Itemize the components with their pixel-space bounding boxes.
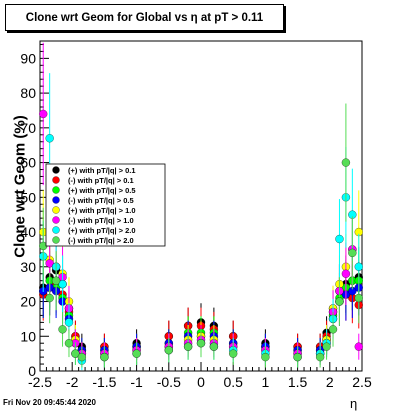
data-point — [51, 276, 61, 285]
data-point — [39, 109, 48, 119]
data-point — [335, 234, 344, 244]
x-tick-label: -2.5 — [28, 374, 52, 390]
legend-marker — [52, 166, 60, 174]
x-tick-label: -1.5 — [92, 374, 116, 390]
data-point — [315, 352, 325, 362]
data-point — [58, 325, 67, 334]
legend-marker — [52, 216, 60, 224]
data-point — [45, 293, 54, 303]
legend-label: (-) with pT/|q| > 0.1 — [68, 176, 134, 185]
x-tick-label: 1.5 — [288, 374, 308, 390]
data-point — [64, 339, 74, 348]
legend-marker — [52, 196, 60, 204]
legend-label: (+) with pT/|q| > 0.5 — [68, 186, 136, 195]
chart-title: Clone wrt Geom for Global vs η at pT > 0… — [5, 4, 284, 31]
data-point — [335, 297, 344, 306]
data-point — [100, 352, 109, 362]
y-tick-label: 0 — [28, 363, 36, 379]
legend-marker — [52, 186, 60, 194]
data-point — [341, 158, 351, 167]
x-tick-label: 0 — [197, 374, 205, 390]
data-point — [348, 248, 357, 258]
data-point — [77, 352, 87, 362]
data-point — [229, 349, 238, 358]
legend-marker — [52, 206, 60, 214]
y-tick-label: 70 — [20, 120, 36, 136]
y-tick-label: 50 — [20, 189, 36, 205]
data-point — [354, 293, 363, 303]
legend-label: (+) with pT/|q| > 0.1 — [68, 166, 136, 175]
data-point — [164, 346, 173, 355]
legend-marker — [52, 236, 60, 244]
x-tick-label: 2.5 — [352, 374, 372, 390]
data-point — [354, 342, 363, 351]
data-point — [196, 339, 206, 348]
legend-label: (-) with pT/|q| > 1.0 — [68, 216, 134, 225]
series-8 — [39, 103, 363, 368]
legend — [45, 163, 166, 247]
x-tick-label: -0.5 — [157, 374, 181, 390]
data-point — [209, 342, 219, 351]
legend-marker — [52, 176, 60, 184]
legend-label: (-) with pT/|q| > 2.0 — [68, 236, 134, 245]
legend-label: (-) with pT/|q| > 0.5 — [68, 196, 134, 205]
x-tick-label: -2 — [66, 374, 79, 390]
data-point — [71, 349, 80, 358]
y-tick-label: 30 — [20, 259, 36, 275]
x-tick-label: 0.5 — [223, 374, 243, 390]
legend-label: (+) with pT/|q| > 2.0 — [68, 226, 136, 235]
y-tick-label: 10 — [20, 328, 36, 344]
legend-label: (+) with pT/|q| > 1.0 — [68, 206, 136, 215]
data-point — [58, 280, 67, 289]
data-point — [322, 342, 331, 351]
y-tick-label: 60 — [20, 155, 36, 171]
data-point — [183, 342, 193, 351]
x-tick-label: 2 — [326, 374, 334, 390]
y-tick-label: 40 — [20, 224, 36, 240]
y-tick-label: 80 — [20, 85, 36, 101]
data-point — [354, 262, 363, 271]
data-point — [132, 349, 141, 358]
data-point — [328, 325, 338, 334]
timestamp: Fri Nov 20 09:45:44 2020 — [3, 398, 96, 407]
data-point — [341, 269, 351, 278]
y-axis-label: Clone wrt Geom (%) — [11, 115, 29, 258]
y-tick-label: 20 — [20, 294, 36, 310]
data-point — [261, 352, 270, 362]
x-tick-label: -1 — [130, 374, 143, 390]
data-point — [45, 259, 54, 268]
data-point — [293, 352, 302, 362]
x-axis-label: η — [350, 396, 358, 411]
x-tick-label: 1 — [262, 374, 270, 390]
y-tick-label: 90 — [20, 50, 36, 66]
legend-marker — [52, 226, 60, 234]
data-point — [45, 134, 54, 143]
data-point — [64, 318, 74, 327]
